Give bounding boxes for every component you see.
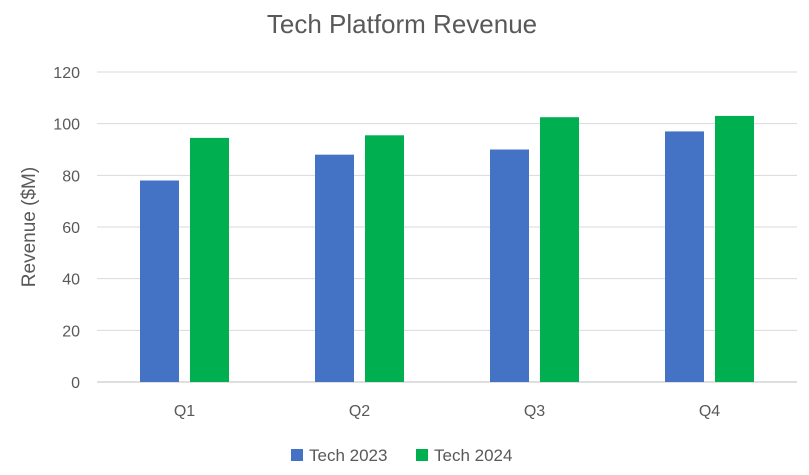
legend-swatch <box>416 449 428 461</box>
legend-swatch <box>291 449 303 461</box>
bar-tech-2023-q3 <box>490 149 529 382</box>
bar-tech-2023-q2 <box>315 154 354 382</box>
y-tick-label: 60 <box>62 220 80 237</box>
chart-title: Tech Platform Revenue <box>267 9 537 39</box>
bar-tech-2023-q4 <box>665 131 704 382</box>
bars <box>140 115 754 383</box>
y-axis-ticks: 0 20 40 60 80 100 120 <box>53 65 80 392</box>
y-tick-label: 80 <box>62 168 80 185</box>
x-tick-label: Q2 <box>349 403 370 420</box>
x-tick-label: Q1 <box>174 403 195 420</box>
y-tick-label: 20 <box>62 323 80 340</box>
bar-tech-2024-q3 <box>540 117 579 382</box>
legend: Tech 2023 Tech 2024 <box>291 446 512 465</box>
x-axis-ticks: Q1 Q2 Q3 Q4 <box>174 403 720 420</box>
x-tick-label: Q3 <box>524 403 545 420</box>
x-tick-label: Q4 <box>699 403 720 420</box>
bar-tech-2024-q4 <box>715 115 754 383</box>
y-tick-label: 0 <box>71 375 80 392</box>
y-tick-label: 120 <box>53 65 80 82</box>
y-axis-label: Revenue ($M) <box>19 167 40 287</box>
y-tick-label: 100 <box>53 117 80 134</box>
legend-label: Tech 2023 <box>309 446 387 465</box>
legend-label: Tech 2024 <box>434 446 512 465</box>
bar-tech-2024-q1 <box>190 137 229 382</box>
bar-tech-2023-q1 <box>140 180 179 382</box>
y-tick-label: 40 <box>62 272 80 289</box>
bar-tech-2024-q2 <box>365 135 404 382</box>
